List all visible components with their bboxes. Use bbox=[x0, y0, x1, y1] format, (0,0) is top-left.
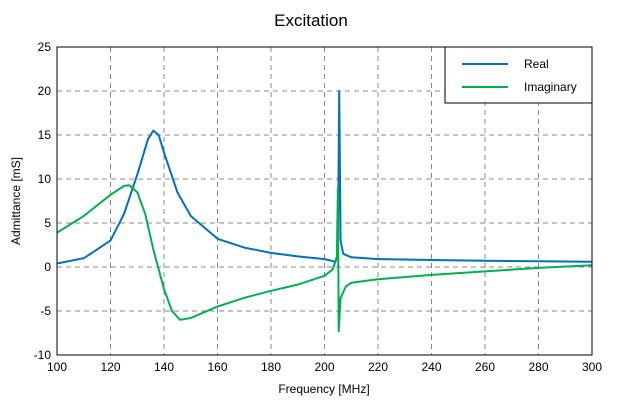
ticks: 100 120 140 160 180 200 220 240 260 280 300 -10 -5 0 5… bbox=[34, 40, 603, 374]
x-tick-label: 200 bbox=[314, 360, 334, 374]
legend-label-real: Real bbox=[524, 57, 549, 71]
x-tick-label: 140 bbox=[154, 360, 174, 374]
y-tick-label: 20 bbox=[38, 84, 52, 98]
x-tick-label: 160 bbox=[207, 360, 227, 374]
y-tick-label: 0 bbox=[44, 260, 51, 274]
y-tick-label: 25 bbox=[38, 40, 52, 54]
x-axis-label: Frequency [MHz] bbox=[278, 382, 369, 396]
x-tick-label: 280 bbox=[528, 360, 548, 374]
y-tick-label: 10 bbox=[38, 172, 52, 186]
x-tick-label: 300 bbox=[582, 360, 602, 374]
y-tick-label: -5 bbox=[40, 304, 51, 318]
x-tick-label: 180 bbox=[261, 360, 281, 374]
chart-title: Excitation bbox=[274, 11, 348, 30]
x-tick-label: 240 bbox=[421, 360, 441, 374]
series-line-imaginary bbox=[56, 184, 593, 333]
series-line-real bbox=[56, 90, 593, 265]
x-tick-label: 260 bbox=[475, 360, 495, 374]
y-tick-label: -10 bbox=[34, 348, 52, 362]
x-tick-label: 120 bbox=[100, 360, 120, 374]
y-tick-label: 5 bbox=[44, 216, 51, 230]
y-tick-label: 15 bbox=[38, 128, 52, 142]
x-tick-label: 100 bbox=[47, 360, 67, 374]
series-group bbox=[56, 90, 593, 333]
plot-frame bbox=[56, 46, 593, 356]
y-axis-label: Admittance [mS] bbox=[9, 157, 23, 245]
legend: Real Imaginary bbox=[444, 46, 593, 104]
legend-box bbox=[444, 46, 593, 104]
legend-label-imaginary: Imaginary bbox=[524, 80, 577, 94]
x-tick-label: 220 bbox=[368, 360, 388, 374]
